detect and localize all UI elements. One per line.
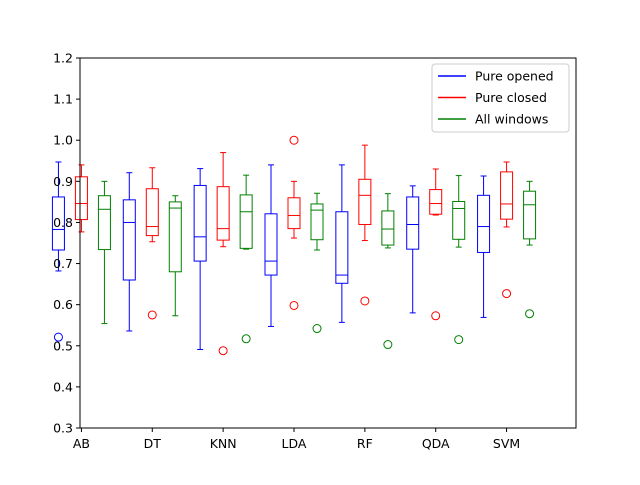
outlier-point: [147, 310, 157, 320]
y-tick-label: 1.0: [53, 133, 73, 148]
outlier-point: [502, 289, 512, 299]
iqr-box: [452, 200, 466, 240]
box-lda-pure-opened: [264, 164, 278, 327]
box-rf-all-windows: [381, 193, 395, 350]
legend: Pure opened Pure closed All windows: [431, 63, 570, 133]
outlier-point: [525, 309, 535, 319]
iqr-box: [216, 186, 230, 241]
outlier-point: [454, 335, 464, 345]
box-rf-pure-closed: [358, 144, 372, 306]
legend-label: Pure closed: [475, 90, 547, 105]
iqr-box: [358, 178, 372, 225]
iqr-box: [381, 210, 395, 246]
box-qda-all-windows: [452, 175, 466, 345]
box-svm-all-windows: [523, 180, 537, 319]
outlier-point: [360, 296, 370, 306]
box-knn-all-windows: [239, 174, 253, 344]
box-ab-pure-closed: [74, 164, 88, 233]
x-tick-label: QDA: [422, 436, 450, 451]
x-tick-label: RF: [357, 436, 373, 451]
iqr-box: [122, 199, 136, 281]
x-tick-label: AB: [73, 436, 90, 451]
y-tick-label: 0.3: [53, 421, 73, 436]
outlier-point: [241, 334, 251, 344]
x-axis: AB DT KNN LDA RF QDA SVM: [73, 428, 520, 451]
y-tick-label: 0.9: [53, 174, 73, 189]
box-dt-pure-opened: [122, 172, 136, 332]
box-svm-pure-closed: [500, 161, 514, 299]
iqr-box: [310, 203, 324, 241]
iqr-box: [168, 201, 182, 273]
box-qda-pure-closed: [429, 168, 443, 321]
box-ab-all-windows: [97, 180, 111, 325]
iqr-box: [193, 184, 207, 262]
iqr-box: [264, 213, 278, 276]
box-svm-pure-opened: [477, 175, 491, 318]
axes-frame: [79, 57, 577, 429]
x-tick-label: KNN: [210, 436, 237, 451]
outlier-point: [289, 300, 299, 310]
box-lda-all-windows: [310, 192, 324, 334]
legend-box: [431, 63, 570, 133]
iqr-box: [477, 194, 491, 253]
box-knn-pure-closed: [216, 152, 230, 356]
iqr-box: [523, 190, 537, 240]
y-tick-label: 0.5: [53, 338, 73, 353]
box-knn-pure-opened: [193, 168, 207, 350]
iqr-box: [500, 171, 514, 220]
outlier-point: [383, 340, 393, 350]
box-qda-pure-opened: [406, 185, 420, 314]
box-ab-pure-opened: [51, 161, 65, 342]
x-tick-label: SVM: [493, 436, 520, 451]
outlier-point: [53, 332, 63, 342]
outlier-point: [312, 324, 322, 334]
iqr-box: [145, 188, 159, 237]
box-dt-all-windows: [168, 195, 182, 317]
iqr-box: [239, 194, 253, 249]
outlier-point: [431, 311, 441, 321]
y-tick-label: 0.4: [53, 379, 73, 394]
iqr-box: [335, 211, 349, 284]
iqr-box: [51, 196, 65, 251]
y-axis: 0.3 0.4 0.5 0.6 0.7 0.8 0.9 1.0 1.1 1.2: [53, 51, 80, 436]
y-tick-label: 0.8: [53, 215, 73, 230]
y-tick-label: 0.6: [53, 297, 73, 312]
y-tick-label: 1.2: [53, 51, 73, 66]
legend-label: Pure opened: [475, 69, 554, 84]
outlier-point: [218, 346, 228, 356]
box-dt-pure-closed: [145, 167, 159, 320]
legend-label: All windows: [475, 112, 548, 127]
outlier-point: [289, 135, 299, 145]
iqr-box: [406, 196, 420, 250]
y-tick-label: 0.7: [53, 256, 73, 271]
box-lda-pure-closed: [287, 135, 301, 310]
plot-marks: [51, 135, 537, 356]
iqr-box: [429, 189, 443, 215]
y-tick-label: 1.1: [53, 92, 73, 107]
box-rf-pure-opened: [335, 164, 349, 323]
iqr-box: [74, 176, 88, 221]
iqr-box: [287, 197, 301, 230]
iqr-box: [97, 195, 111, 251]
x-tick-label: LDA: [282, 436, 307, 451]
x-tick-label: DT: [144, 436, 162, 451]
